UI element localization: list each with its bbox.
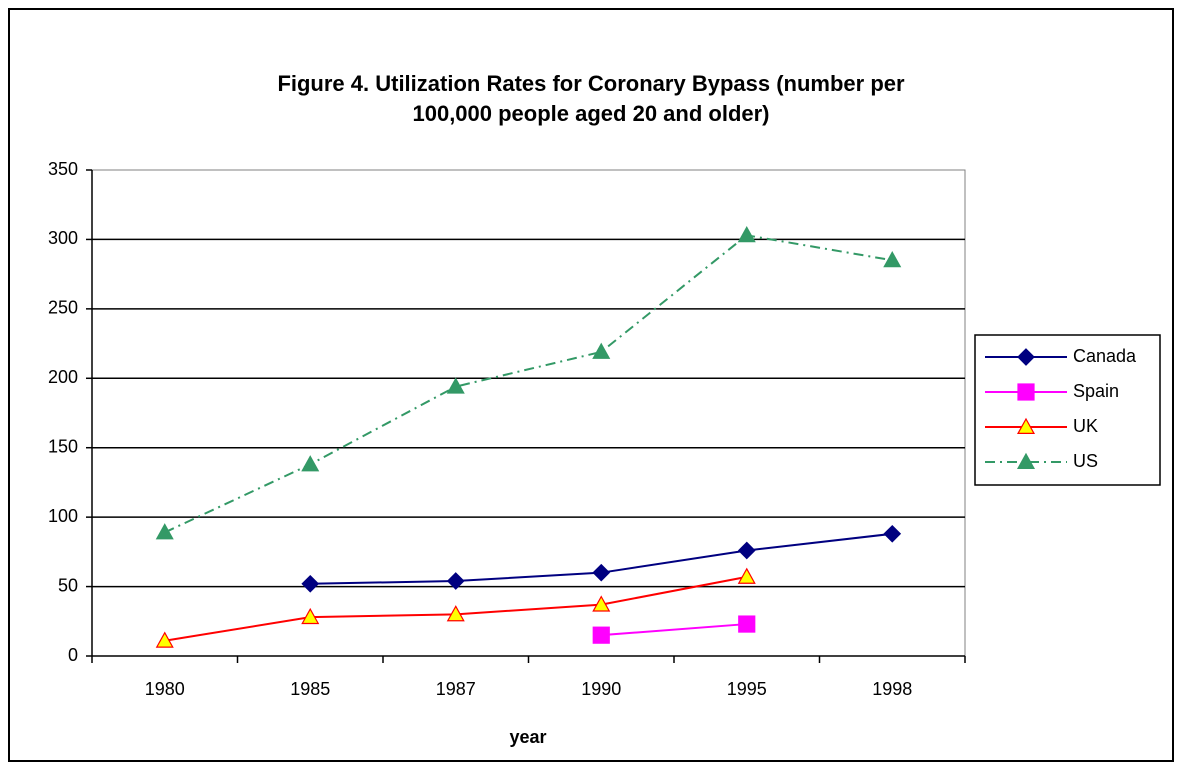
y-tick-label: 0: [68, 645, 78, 665]
marker: [1016, 452, 1036, 469]
y-tick-label: 100: [48, 506, 78, 526]
chart-title: Figure 4. Utilization Rates for Coronary…: [277, 71, 905, 96]
legend-label: Spain: [1073, 381, 1119, 401]
chart-title: 100,000 people aged 20 and older): [412, 101, 769, 126]
marker: [738, 615, 756, 633]
y-tick-label: 50: [58, 575, 78, 595]
x-axis-label: year: [509, 727, 546, 747]
marker: [301, 455, 320, 472]
marker: [446, 572, 465, 590]
marker: [446, 377, 465, 394]
legend-label: US: [1073, 451, 1098, 471]
y-tick-label: 250: [48, 298, 78, 318]
marker: [301, 607, 320, 625]
series-line: [164, 234, 893, 534]
marker: [592, 595, 611, 612]
x-tick-label: 1987: [436, 679, 476, 699]
x-tick-label: 1985: [290, 679, 330, 699]
marker: [1017, 383, 1035, 401]
marker: [301, 574, 320, 593]
marker: [592, 342, 611, 359]
x-tick-label: 1980: [145, 679, 185, 699]
x-tick-label: 1990: [581, 679, 621, 699]
marker: [883, 524, 902, 543]
y-tick-label: 200: [48, 367, 78, 387]
marker: [737, 226, 756, 243]
legend-label: Canada: [1073, 346, 1137, 366]
plot-area: [91, 169, 966, 657]
x-tick-label: 1995: [727, 679, 767, 699]
marker: [155, 523, 174, 540]
marker: [737, 567, 756, 584]
marker: [592, 626, 610, 644]
marker: [446, 605, 465, 622]
legend-label: UK: [1073, 416, 1098, 436]
y-tick-label: 350: [48, 159, 78, 179]
y-tick-label: 150: [48, 436, 78, 456]
marker: [592, 563, 611, 582]
marker: [155, 631, 174, 648]
series-line: [601, 623, 747, 637]
marker: [1017, 348, 1035, 366]
marker: [883, 251, 902, 268]
y-tick-label: 300: [48, 228, 78, 248]
marker: [1016, 417, 1036, 434]
legend-box: [974, 334, 1161, 486]
marker: [737, 541, 756, 560]
x-tick-label: 1998: [872, 679, 912, 699]
